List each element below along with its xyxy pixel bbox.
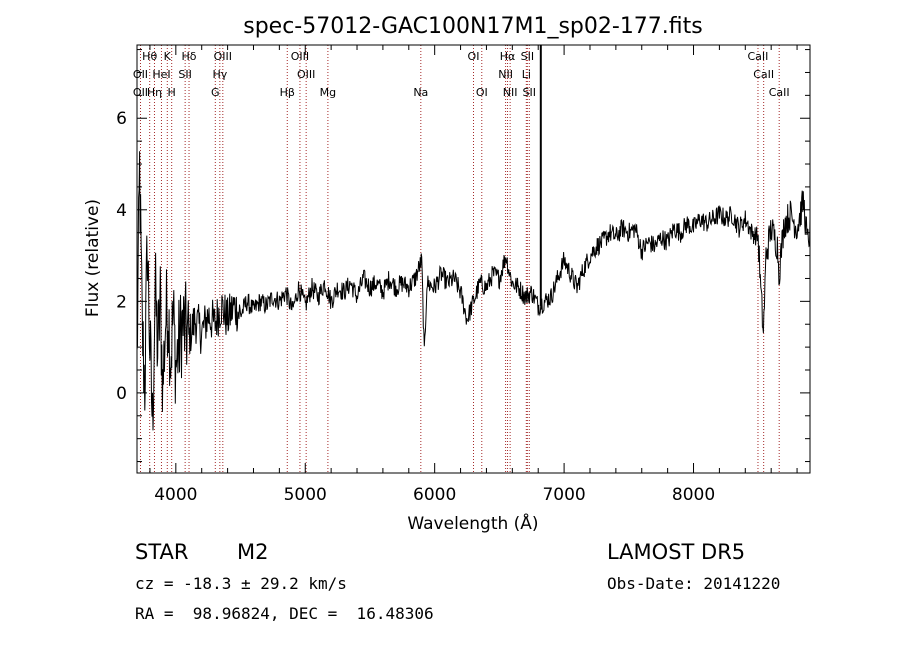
chart-title: spec-57012-GAC100N17M1_sp02-177.fits: [243, 14, 703, 39]
line-marker-label: K: [164, 50, 172, 63]
y-axis-ticks: 0 2 4 6: [116, 49, 810, 463]
x-tick-label: 7000: [542, 485, 585, 505]
line-marker-label: Hη: [147, 86, 162, 99]
line-marker-label: Hδ: [182, 50, 197, 63]
line-marker-label: Hθ: [142, 50, 157, 63]
spectral-line-markers: [139, 45, 780, 473]
survey-name: LAMOST DR5: [607, 540, 746, 564]
line-marker-label: OII: [133, 86, 148, 99]
line-marker-label: Na: [413, 86, 428, 99]
y-tick-label: 2: [116, 292, 127, 312]
y-axis-label: Flux (relative): [83, 199, 103, 317]
object-subclass: M2: [237, 540, 269, 564]
object-class: STAR: [135, 540, 189, 564]
line-marker-label: OIII: [291, 50, 309, 63]
spectral-line-labels: Hθ K Hδ OIII OIII OI Hα SII CaII OII HeI SII Hγ OIII N…: [133, 50, 790, 99]
x-tick-label: 8000: [672, 485, 715, 505]
line-marker-label: SII: [521, 50, 534, 63]
x-tick-label: 6000: [413, 485, 456, 505]
line-marker-label: Mg: [320, 86, 336, 99]
line-marker-label: OIII: [214, 50, 232, 63]
coordinates: RA = 98.96824, DEC = 16.48306: [135, 604, 434, 623]
redshift-velocity: cz = -18.3 ± 29.2 km/s: [135, 574, 347, 593]
line-marker-label: HeI: [152, 68, 170, 81]
line-marker-label: OI: [476, 86, 488, 99]
spectrum-line: [136, 151, 811, 431]
line-marker-label: OI: [468, 50, 480, 63]
line-marker-label: Hα: [500, 50, 516, 63]
line-marker-label: CaII: [769, 86, 790, 99]
y-tick-label: 4: [116, 201, 127, 221]
line-marker-label: NII: [498, 68, 513, 81]
line-marker-label: G: [211, 86, 220, 99]
x-axis-label: Wavelength (Å): [407, 512, 538, 534]
line-marker-label: Hγ: [212, 68, 227, 81]
line-marker-label: Li: [522, 68, 531, 81]
y-tick-label: 6: [116, 109, 127, 129]
line-marker-label: OIII: [297, 68, 315, 81]
line-marker-label: H: [168, 86, 176, 99]
line-marker-label: NII: [503, 86, 518, 99]
line-marker-label: Hβ: [280, 86, 295, 99]
x-tick-label: 5000: [284, 485, 327, 505]
line-marker-label: CaII: [753, 68, 774, 81]
x-axis-ticks: 4000 5000 6000 7000 8000: [149, 45, 798, 505]
line-marker-label: SII: [178, 68, 191, 81]
observation-date: Obs-Date: 20141220: [607, 574, 781, 593]
plot-frame: [136, 44, 811, 474]
line-marker-label: OII: [133, 68, 148, 81]
y-tick-label: 0: [116, 384, 127, 404]
x-tick-label: 4000: [154, 485, 197, 505]
line-marker-label: SII: [523, 86, 536, 99]
line-marker-label: CaII: [748, 50, 769, 63]
